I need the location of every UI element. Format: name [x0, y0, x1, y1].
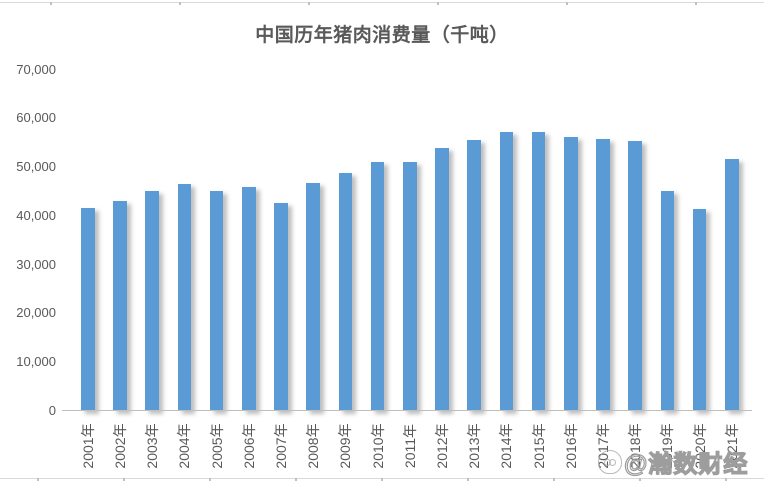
gridline-tick	[381, 478, 383, 481]
gridline-tick	[295, 478, 297, 481]
gridline-tick	[566, 2, 568, 5]
gridline-tick	[209, 478, 211, 481]
y-tick-label: 50,000	[16, 159, 56, 175]
bar-2015年	[531, 131, 546, 411]
gridline-tick	[308, 2, 310, 5]
chart-title: 中国历年猪肉消费量（千吨）	[255, 25, 509, 46]
bar-2019年	[660, 191, 675, 411]
x-tick-label: 2015年	[530, 423, 547, 469]
gridline-tick	[695, 2, 697, 5]
y-tick-label: 70,000	[16, 61, 56, 77]
x-tick-label: 2013年	[466, 423, 483, 469]
gridline-tick	[467, 478, 469, 481]
bar-2010年	[370, 161, 385, 411]
gridline-tick	[639, 478, 641, 481]
x-tick-label: 2012年	[433, 423, 450, 469]
gridline-tick	[437, 2, 439, 5]
gridline-tick	[179, 2, 181, 5]
x-tick-label: 2003年	[144, 423, 161, 469]
bar-2013年	[467, 139, 481, 411]
gridline-tick	[37, 478, 39, 481]
gridline-tick	[553, 478, 555, 481]
bar-2017年	[596, 138, 610, 411]
bar-2021年	[725, 158, 739, 411]
gridline-tick	[123, 478, 125, 481]
bar-2005年	[209, 190, 224, 411]
y-tick-label: 0	[48, 403, 56, 418]
top-gridline	[0, 2, 764, 5]
x-tick-label: 2002年	[111, 423, 128, 469]
bar-2016年	[564, 136, 578, 411]
bar-2006年	[242, 186, 256, 411]
y-tick-label: 30,000	[16, 256, 56, 272]
bar-2007年	[274, 202, 288, 411]
x-tick-label: 2014年	[498, 423, 515, 469]
watermark-logo-icon	[598, 449, 622, 474]
x-tick-label: 2008年	[305, 423, 322, 469]
bar-2008年	[306, 183, 320, 411]
bar-2001年	[81, 207, 95, 411]
bar-2004年	[177, 184, 192, 411]
watermark: @瀚数财经	[598, 444, 748, 479]
gridline-tick	[725, 478, 727, 481]
bar-2018年	[628, 140, 642, 411]
x-axis-line	[62, 410, 752, 411]
watermark-text: @瀚数财经	[623, 450, 749, 478]
x-tick-label: 2009年	[337, 423, 354, 469]
y-tick-label: 60,000	[16, 110, 56, 126]
x-tick-label: 2005年	[208, 423, 225, 469]
bar-2012年	[435, 148, 449, 411]
bar-2011年	[403, 162, 417, 411]
x-tick-label: 2004年	[176, 423, 193, 469]
y-tick-label: 20,000	[16, 305, 56, 321]
y-tick-label: 40,000	[16, 207, 56, 223]
y-tick-label: 10,000	[16, 354, 56, 370]
x-tick-label: 2006年	[240, 423, 257, 469]
bar-2014年	[499, 131, 514, 411]
bar-2002年	[113, 200, 127, 411]
bar-2020年	[692, 208, 707, 411]
bar-2009年	[338, 172, 353, 411]
bar-2003年	[145, 190, 159, 411]
x-tick-label: 2011年	[401, 423, 418, 469]
x-tick-label: 2010年	[369, 423, 386, 469]
x-tick-label: 2001年	[79, 423, 96, 469]
gridline-tick	[50, 2, 52, 5]
x-tick-label: 2016年	[562, 423, 579, 469]
bottom-gridline	[0, 478, 764, 481]
x-tick-label: 2007年	[272, 423, 289, 469]
